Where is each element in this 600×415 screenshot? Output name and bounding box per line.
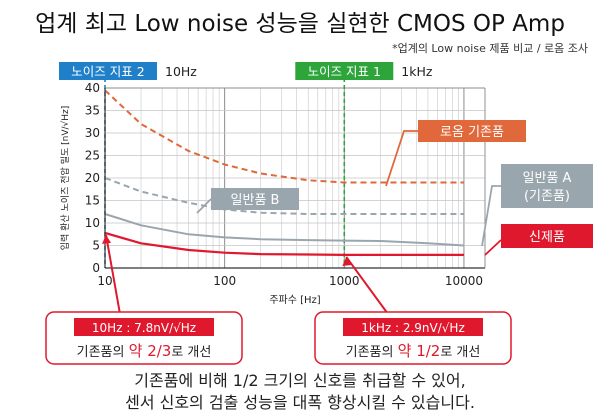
legend-box-newprod xyxy=(501,224,593,248)
legend-label-newprod: 신제품 xyxy=(529,230,565,245)
marker-value-1: 10Hz xyxy=(165,64,197,79)
x-axis-title: 주파수 [Hz] xyxy=(269,294,320,306)
y-tick-label: 40 xyxy=(85,81,100,95)
y-tick-label: 25 xyxy=(85,149,100,163)
y-tick-label: 5 xyxy=(92,239,100,253)
callout-post-2: 로 개선 xyxy=(440,345,480,360)
legend-leader-newprod xyxy=(484,239,502,256)
marker-tag-1: 노이즈 지표 2 xyxy=(71,64,144,79)
y-axis-title: 입력 환산 노이즈 전압 밀도 [nV/√Hz] xyxy=(59,106,71,251)
callout-tag-2: 1kHz : 2.9nV/√Hz xyxy=(361,321,465,335)
page-title: 업계 최고 Low noise 성능을 실현한 CMOS OP Amp xyxy=(35,11,565,37)
y-tick-label: 35 xyxy=(85,104,100,118)
callout-tag-box-2 xyxy=(343,318,483,336)
callout-leader-2 xyxy=(345,256,389,315)
callout-highlight-2: 약 1/2 xyxy=(398,342,441,360)
legend-box-rohm xyxy=(418,120,526,142)
series-line-3 xyxy=(104,213,464,247)
callout-text-1: 기존품의 약 2/3로 개선 xyxy=(77,342,212,360)
marker-value-2: 1kHz xyxy=(401,64,433,79)
callout-post-1: 로 개선 xyxy=(171,345,211,360)
callout-tag-box-1 xyxy=(74,318,214,336)
axes: 10 100 1000 10000 0 5 10 15 20 25 30 35 40 주파수 [Hz] 입력… xyxy=(59,81,486,306)
legend-label-rohm: 로옴 기존품 xyxy=(440,125,504,140)
legend-label-generalB: 일반품 B xyxy=(231,193,280,208)
legend-box-generalA xyxy=(501,164,593,208)
x-tick-label: 10000 xyxy=(445,274,483,288)
legend-label-generalA-2: (기존품) xyxy=(524,189,570,204)
x-tick-label: 100 xyxy=(213,274,236,288)
series-line-1 xyxy=(104,89,464,184)
callout-highlight-1: 약 2/3 xyxy=(129,342,172,360)
legend-box-generalB xyxy=(211,188,299,210)
callout-pre-2: 기존품의 xyxy=(346,345,398,360)
series-line-2 xyxy=(104,177,464,215)
x-tick-label: 1000 xyxy=(329,274,360,288)
y-tick-label: 15 xyxy=(85,194,100,208)
y-tick-label: 10 xyxy=(85,216,100,230)
callout-pre-1: 기존품의 xyxy=(77,345,129,360)
series-line-4 xyxy=(104,231,464,256)
marker-tag-box-2 xyxy=(295,62,394,80)
callout-tag-1: 10Hz : 7.8nV/√Hz xyxy=(92,321,196,335)
legend-label-generalA-1: 일반품 A xyxy=(523,171,572,186)
y-tick-label: 20 xyxy=(85,171,100,185)
callout-arrowhead-1 xyxy=(102,234,111,244)
survey-note: *업계의 Low noise 제품 비교 / 로옴 조사 xyxy=(392,42,588,55)
marker-tag-box-1 xyxy=(59,62,157,80)
legend-leader-rohm xyxy=(385,130,418,187)
series-lines xyxy=(104,89,464,256)
legend-leader-generalB xyxy=(196,198,212,214)
legend-leader-generalA xyxy=(481,185,501,247)
caption-line-1: 기존품에 비해 1/2 크기의 신호를 취급할 수 있어, xyxy=(134,371,466,390)
caption-line-2: 센서 신호의 검출 성능을 대폭 향상시킬 수 있습니다. xyxy=(125,393,475,412)
y-tick-label: 30 xyxy=(85,126,100,140)
y-tick-label: 0 xyxy=(92,261,100,275)
callout-text-2: 기존품의 약 1/2로 개선 xyxy=(346,342,481,360)
callout-leader-1 xyxy=(105,234,121,315)
marker-tag-2: 노이즈 지표 1 xyxy=(308,64,381,79)
x-tick-label: 10 xyxy=(97,274,112,288)
callout-arrowhead-2 xyxy=(342,256,352,266)
